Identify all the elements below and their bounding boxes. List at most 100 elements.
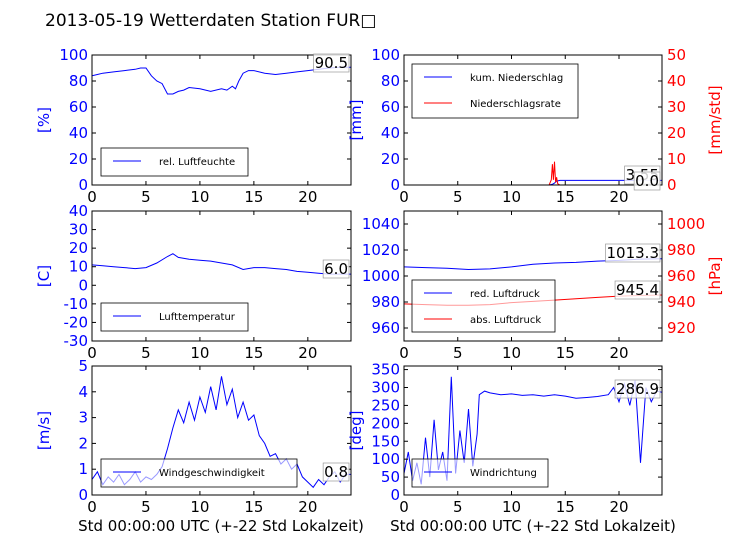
y-tick-label: -30 [64, 332, 89, 350]
y-tick-label: 100 [371, 450, 400, 468]
axes-frame-windspeed [91, 365, 352, 496]
y-tick-label: 0 [78, 276, 88, 294]
y-tick-label: 40 [69, 124, 88, 142]
y-tick-label: 60 [381, 98, 400, 116]
y-tick-label: 4 [78, 383, 88, 401]
y-tick-label: 1 [78, 460, 88, 478]
series-line-temperature-0 [92, 253, 351, 275]
y-tick-label: 10 [69, 258, 88, 276]
x-tick-label: 5 [453, 498, 463, 516]
y2-tick-label: 920 [667, 319, 696, 337]
series-line-precipitation-1 [404, 161, 662, 185]
last-value-temperature: 6.0 [324, 260, 348, 278]
x-tick-label: 15 [244, 188, 263, 206]
x-tick-label: 15 [556, 344, 575, 362]
last-value-winddirection: 286.9 [616, 380, 659, 398]
x-tick-label: 15 [244, 344, 263, 362]
panel-precipitation: 0 5 10 15 20 0 20 40 60 80 100 0 10 20 30 40 50 [mm] [mm/s… [347, 46, 724, 206]
axes-frame-humidity [91, 54, 352, 186]
y-tick-label: 3 [78, 409, 88, 427]
x-tick-label: 20 [298, 498, 317, 516]
y2-tick-label: 980 [667, 241, 696, 259]
panel-windspeed: 0 5 10 15 20 0 1 2 3 4 5 [m/s] 0.8 Windgeschwindigkei… [35, 357, 352, 516]
y-axis-label: [m/s] [35, 411, 53, 450]
last-value-pressure: 1013.3 [607, 244, 660, 262]
y-tick-label: 100 [59, 46, 88, 64]
y-tick-label: 60 [69, 98, 88, 116]
y-tick-label: 80 [381, 72, 400, 90]
y-axis-label: [%] [35, 107, 53, 133]
y2-tick-label: 1000 [667, 215, 705, 233]
legend-temperature: Lufttemperatur [100, 302, 249, 332]
y2-tick-label: 0 [667, 176, 677, 194]
last-value-pressure: 945.4 [616, 281, 659, 299]
last-value-box [313, 53, 350, 73]
y2-axis-label: [hPa] [706, 257, 724, 296]
last-value-box [614, 379, 661, 399]
last-value-precipitation: 0.0 [635, 172, 659, 190]
y-tick-label: 200 [371, 414, 400, 432]
legend-windspeed: Windgeschwindigkeit [100, 458, 298, 488]
last-value-box [322, 259, 350, 279]
panel-pressure: 0 5 10 15 20 960 980 1000 1020 1040 920 940 960 980 10… [362, 210, 724, 362]
y-tick-label: 150 [371, 432, 400, 450]
x-axis-label-left: Std 00:00:00 UTC (+-22 Std Lokalzeit) [78, 517, 364, 535]
x-tick-label: 5 [453, 188, 463, 206]
figure-title: 2013-05-19 Wetterdaten Station FUR□ [45, 11, 376, 31]
y-tick-label: 250 [371, 396, 400, 414]
y-axis-label: [C] [35, 265, 53, 287]
y-tick-label: 0 [390, 486, 400, 504]
legend-pressure: red. Luftdruck abs. Luftdruck [411, 279, 556, 333]
legend-label: Windrichtung [470, 468, 537, 479]
y-tick-label: 0 [390, 176, 400, 194]
last-value-box [633, 171, 661, 191]
legend-humidity: rel. Luftfeuchte [100, 147, 249, 177]
y-axis-label: [deg] [347, 411, 365, 451]
legend-box [100, 302, 249, 332]
axes-frame-precipitation [403, 54, 663, 186]
y-tick-label: 30 [69, 221, 88, 239]
x-tick-label: 5 [141, 344, 151, 362]
last-value-humidity: 90.5 [315, 54, 348, 72]
legend-precipitation: kum. Niederschlag Niederschlagsrate [411, 63, 579, 119]
y-tick-label: 1020 [362, 241, 400, 259]
y-tick-label: 50 [381, 468, 400, 486]
y-tick-label: 20 [381, 150, 400, 168]
y-tick-label: 300 [371, 379, 400, 397]
y-tick-label: 350 [371, 361, 400, 379]
x-tick-label: 0 [399, 344, 409, 362]
y-tick-label: 80 [69, 72, 88, 90]
x-tick-label: 10 [190, 188, 209, 206]
x-tick-label: 0 [87, 188, 97, 206]
y-tick-label: 960 [371, 319, 400, 337]
axes-frame-winddirection [403, 365, 663, 496]
axes-frame-temperature [91, 210, 352, 342]
x-tick-label: 0 [399, 188, 409, 206]
x-tick-label: 5 [453, 344, 463, 362]
y-tick-label: 20 [69, 150, 88, 168]
x-tick-label: 10 [502, 188, 521, 206]
y-tick-label: 0 [78, 486, 88, 504]
y2-axis-label: [mm/std] [706, 85, 724, 154]
legend-label: Niederschlagsrate [470, 99, 561, 110]
y-tick-label: 20 [69, 239, 88, 257]
x-tick-label: 10 [502, 344, 521, 362]
y2-tick-label: 960 [667, 267, 696, 285]
y-tick-label: 980 [371, 293, 400, 311]
y-tick-label: 1040 [362, 215, 400, 233]
x-tick-label: 15 [556, 188, 575, 206]
legend-label: abs. Luftdruck [470, 315, 541, 326]
x-tick-label: 20 [298, 344, 317, 362]
x-tick-label: 10 [502, 498, 521, 516]
y-tick-label: 40 [381, 124, 400, 142]
x-tick-label: 20 [609, 344, 628, 362]
legend-label: kum. Niederschlag [470, 73, 563, 84]
last-value-box [614, 280, 661, 300]
x-tick-label: 0 [87, 498, 97, 516]
legend-box [411, 279, 556, 333]
last-value-windspeed: 0.8 [324, 463, 348, 481]
legend-label: red. Luftdruck [470, 289, 540, 300]
legend-label: Lufttemperatur [159, 312, 236, 323]
